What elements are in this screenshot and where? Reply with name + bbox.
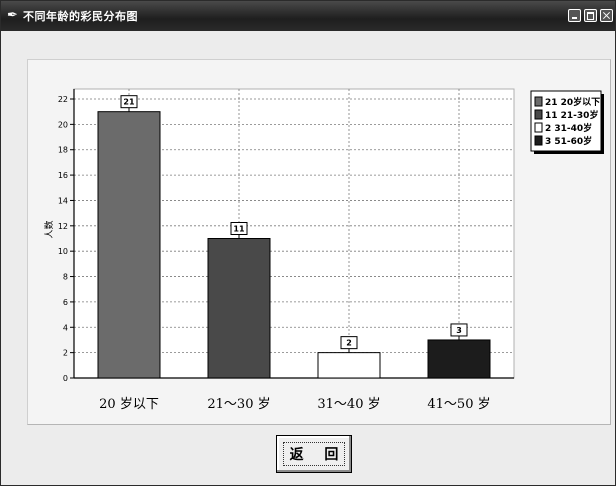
data-label: 11	[233, 225, 245, 234]
bar	[427, 339, 491, 379]
legend-entry: 11 21-30岁	[545, 109, 598, 121]
y-tick-label: 22	[58, 95, 68, 104]
feather-icon: ✒	[7, 8, 18, 23]
y-tick-label: 2	[63, 349, 68, 358]
legend-entry: 2 31-40岁	[545, 122, 592, 134]
minimize-icon[interactable]	[568, 9, 581, 22]
focus-ring	[283, 442, 345, 466]
y-tick-label: 16	[58, 171, 68, 180]
y-tick-label: 12	[58, 222, 68, 231]
y-tick-label: 6	[63, 298, 68, 307]
back-button[interactable]: 返 回	[276, 435, 352, 473]
bar	[97, 111, 161, 379]
y-tick-label: 14	[58, 196, 68, 205]
maximize-icon[interactable]	[584, 9, 597, 22]
window-title: 不同年龄的彩民分布图	[23, 10, 138, 23]
y-tick-label: 18	[58, 146, 68, 155]
back-button-label: 返 回	[289, 447, 347, 463]
x-tick-label: 31～40 岁	[317, 397, 380, 412]
legend-swatch	[534, 109, 543, 120]
bar	[317, 352, 381, 379]
x-tick-label: 41～50 岁	[427, 397, 490, 412]
y-tick-label: 4	[63, 323, 68, 332]
close-icon[interactable]	[600, 9, 613, 22]
data-label: 21	[123, 98, 135, 107]
y-axis-label: 人数	[43, 220, 55, 238]
legend-swatch	[534, 135, 543, 146]
legend-entry: 21 20岁以下	[545, 96, 600, 108]
y-tick-label: 20	[58, 120, 68, 129]
title-bar[interactable]: ✒ 不同年龄的彩民分布图	[1, 1, 615, 31]
x-tick-label: 21～30 岁	[207, 397, 270, 412]
legend-swatch	[534, 96, 543, 107]
y-tick-label: 10	[58, 247, 68, 256]
y-tick-label: 0	[63, 374, 68, 383]
data-label: 2	[346, 339, 352, 348]
legend	[530, 90, 602, 152]
bar	[207, 238, 271, 379]
x-tick-label: 20 岁以下	[99, 397, 159, 412]
y-tick-label: 8	[63, 273, 68, 282]
data-label: 3	[456, 326, 462, 335]
legend-entry: 3 51-60岁	[545, 135, 592, 147]
legend-swatch	[534, 122, 543, 133]
